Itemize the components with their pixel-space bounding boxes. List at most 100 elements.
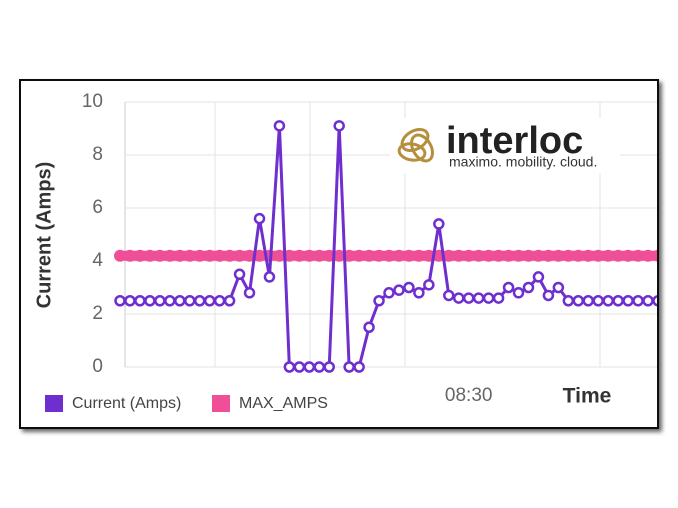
data-point bbox=[452, 292, 465, 304]
data-point bbox=[612, 295, 624, 307]
data-point bbox=[174, 295, 186, 307]
legend-swatch bbox=[212, 395, 230, 412]
data-point bbox=[572, 295, 585, 307]
y-axis-label: Current (Amps) bbox=[33, 162, 55, 309]
data-point bbox=[263, 271, 276, 283]
data-point bbox=[392, 249, 405, 262]
data-point bbox=[472, 292, 485, 304]
data-point bbox=[443, 289, 455, 302]
data-point bbox=[124, 295, 136, 307]
data-point bbox=[243, 249, 256, 262]
data-point bbox=[173, 249, 186, 262]
y-tick-label: 0 bbox=[92, 356, 103, 377]
data-point bbox=[383, 287, 395, 299]
data-point bbox=[323, 361, 335, 373]
data-point bbox=[293, 361, 306, 373]
data-point bbox=[253, 249, 266, 262]
legend-swatch bbox=[45, 395, 63, 412]
data-point bbox=[203, 295, 216, 307]
data-point bbox=[423, 279, 435, 291]
data-point bbox=[492, 249, 505, 262]
data-point bbox=[502, 249, 515, 262]
data-point bbox=[642, 295, 654, 307]
data-point bbox=[652, 249, 657, 262]
data-point bbox=[622, 249, 635, 262]
data-point bbox=[522, 281, 535, 294]
data-point bbox=[452, 249, 465, 262]
data-point bbox=[153, 249, 166, 262]
data-point bbox=[462, 292, 475, 304]
data-point bbox=[582, 295, 595, 307]
data-point bbox=[253, 212, 266, 225]
data-point bbox=[442, 249, 455, 262]
data-point bbox=[542, 249, 555, 262]
y-tick-label: 8 bbox=[92, 144, 103, 165]
data-point bbox=[114, 249, 126, 262]
data-point bbox=[592, 295, 604, 307]
data-point bbox=[502, 281, 515, 294]
data-point bbox=[213, 249, 226, 262]
data-point bbox=[412, 249, 425, 262]
data-point bbox=[472, 249, 485, 262]
data-point bbox=[462, 249, 475, 262]
data-point bbox=[363, 249, 376, 262]
y-tick-label: 6 bbox=[92, 197, 103, 218]
data-point bbox=[273, 249, 286, 262]
data-point bbox=[522, 249, 535, 262]
y-tick-label: 4 bbox=[92, 250, 103, 271]
data-point bbox=[283, 361, 296, 373]
data-point bbox=[532, 271, 545, 283]
data-point bbox=[642, 249, 655, 262]
data-point bbox=[193, 249, 206, 262]
data-point bbox=[373, 295, 385, 307]
logo: interloc maximo. mobility. cloud. bbox=[390, 118, 620, 173]
data-point bbox=[572, 249, 585, 262]
data-point bbox=[233, 268, 246, 280]
data-point bbox=[164, 295, 176, 307]
data-point bbox=[273, 120, 286, 132]
data-point bbox=[303, 361, 316, 373]
data-point bbox=[193, 295, 206, 307]
data-point bbox=[353, 249, 366, 262]
data-point bbox=[532, 249, 545, 262]
data-point bbox=[512, 249, 525, 262]
logo-tagline: maximo. mobility. cloud. bbox=[449, 154, 597, 170]
data-point bbox=[313, 249, 326, 262]
x-axis-label: Time bbox=[563, 385, 612, 408]
data-point bbox=[482, 249, 495, 262]
data-point bbox=[123, 249, 136, 262]
data-point bbox=[303, 249, 316, 262]
data-point bbox=[313, 361, 326, 373]
data-point bbox=[582, 249, 595, 262]
data-point bbox=[413, 287, 425, 299]
data-point bbox=[333, 249, 346, 262]
data-point bbox=[133, 249, 146, 262]
data-point bbox=[622, 295, 634, 307]
x-tick-label: 08:30 bbox=[445, 385, 493, 406]
data-point bbox=[223, 249, 236, 262]
data-point bbox=[143, 249, 156, 262]
data-point bbox=[602, 249, 615, 262]
data-point bbox=[403, 281, 415, 294]
data-point bbox=[213, 295, 226, 307]
data-point bbox=[333, 120, 345, 132]
data-point bbox=[592, 249, 605, 262]
data-point bbox=[492, 292, 505, 304]
data-point bbox=[652, 295, 657, 307]
data-point bbox=[512, 287, 525, 299]
data-point bbox=[632, 295, 644, 307]
data-point bbox=[223, 295, 236, 307]
logo-bg bbox=[390, 118, 620, 173]
data-point bbox=[144, 295, 156, 307]
logo-icon bbox=[397, 128, 434, 163]
data-point bbox=[602, 295, 614, 307]
y-tick-label: 2 bbox=[92, 303, 103, 324]
data-point bbox=[134, 295, 146, 307]
data-point bbox=[163, 249, 176, 262]
data-point bbox=[233, 249, 246, 262]
data-point bbox=[203, 249, 216, 262]
data-point bbox=[183, 295, 196, 307]
legend-label: MAX_AMPS bbox=[239, 395, 328, 412]
data-point bbox=[632, 249, 645, 262]
data-point bbox=[383, 249, 395, 262]
